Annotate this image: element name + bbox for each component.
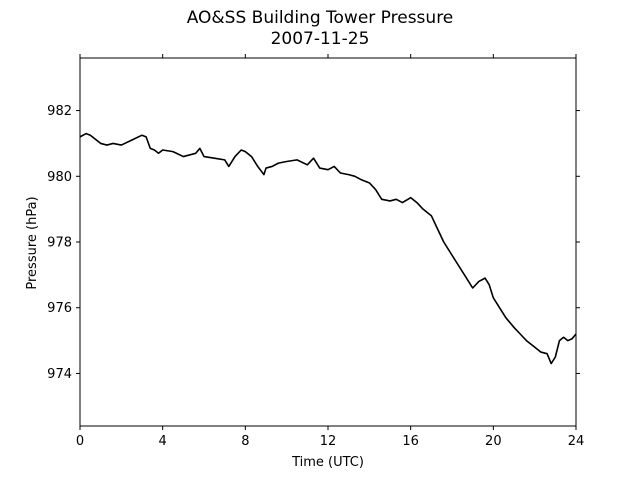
x-tick-label: 4 (159, 434, 167, 449)
x-tick-label: 8 (241, 434, 249, 449)
x-tick-label: 12 (320, 434, 337, 449)
y-tick-label: 978 (47, 236, 72, 251)
chart-subtitle: 2007-11-25 (270, 29, 370, 49)
axes-layer: 0 4 8 12 16 20 24 974 976 978 980 982 (47, 54, 584, 449)
data-layer (79, 132, 577, 365)
x-tick-label: 20 (485, 434, 502, 449)
series-line-0 (79, 132, 577, 365)
x-tick-label: 16 (402, 434, 419, 449)
x-tick-label: 24 (568, 434, 585, 449)
y-tick-label: 982 (47, 104, 72, 119)
plot-frame (79, 57, 577, 427)
x-axis-label: Time (UTC) (291, 455, 364, 470)
chart-title: AO&SS Building Tower Pressure (186, 8, 454, 28)
y-tick-label: 976 (47, 301, 72, 316)
y-tick-label: 980 (47, 170, 72, 185)
y-tick-label: 974 (47, 367, 72, 382)
x-tick-label: 0 (76, 434, 84, 449)
y-axis-label: Pressure (hPa) (25, 196, 40, 289)
